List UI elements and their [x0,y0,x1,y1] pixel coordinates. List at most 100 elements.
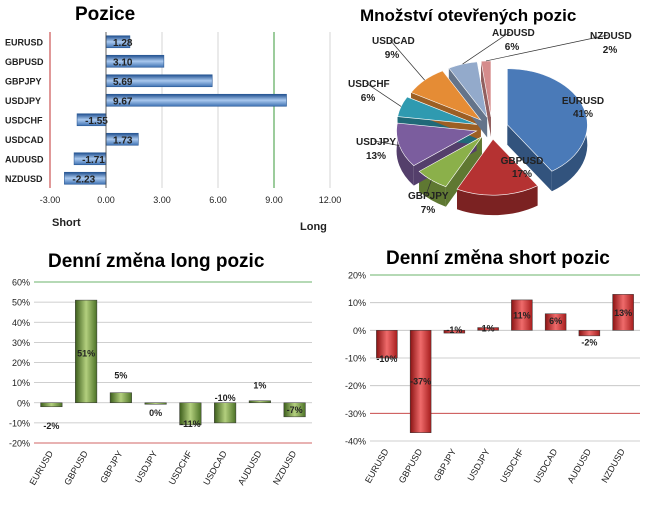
y-tick-label: -30% [345,409,366,419]
pie-slice-percent: 6% [505,42,520,53]
pie-slice-percent: 13% [366,151,386,162]
pie-slice-label: GBPJPY [408,191,449,202]
short-label: Short [52,217,81,229]
daily-long-change-panel: Denní změna long pozic 60% 50% 40% 30% 20% 10… [0,248,320,508]
y-tick-label: 20% [12,358,30,368]
y-tick-label: 0% [353,326,366,336]
bar-value-label: 1% [482,324,495,334]
y-tick-label: 60% [12,278,30,288]
bar-value-label: -7% [287,405,303,415]
bar-value-label: -37% [410,376,431,386]
long-label: Long [300,221,327,233]
pie-chart-title: Množství otevřených pozic [360,6,577,25]
category-label: AUDUSD [5,154,44,164]
bar-value-label: 5% [114,371,127,381]
bar [612,294,634,331]
bar [477,327,499,331]
bar [144,402,167,405]
y-tick-label: 10% [12,378,30,388]
category-label: USDCHF [5,115,43,125]
pie-slice [507,68,588,172]
long-change-bar-chart: 60% 50% 40% 30% 20% 10% 0% -10% -20% -2% EURUSD 51%… [9,278,312,487]
bar [214,402,237,424]
long-change-chart-title: Denní změna long pozic [48,251,265,272]
bar-value-label: 0% [149,408,162,418]
daily-short-change-panel: Denní změna short pozic 20% 10% 0% -10% -20%… [330,248,648,508]
bar-value-label: 1.28 [113,38,133,49]
y-tick-label: -20% [345,381,366,391]
bar [443,330,466,334]
bar-value-label: 5.69 [113,77,133,88]
bar [179,402,202,426]
y-tick-label: 30% [12,338,30,348]
pie-slice [397,96,477,125]
bar [376,330,398,359]
x-tick-label: 9.00 [265,195,283,205]
bar [578,330,601,337]
pie-tops: EURUSD 41% GBPUSD 17% [396,60,604,196]
x-tick-label: 6.00 [209,195,227,205]
pie-slice [456,138,539,196]
short-change-bar-chart: 20% 10% 0% -10% -20% -30% -40% -10% EURUSD -37% GB… [345,271,640,485]
pie-leader-line [485,34,609,62]
bar-value-label: 1.73 [113,135,133,146]
category-label: NZDUSD [5,174,43,184]
pie-slice-label: USDCHF [348,79,390,90]
bar-value-label: 11% [513,311,531,321]
bar [109,392,132,403]
pie-slice [396,122,478,167]
pie-slice-label: GBPUSD [501,156,544,167]
pie-slice-percent: 2% [603,45,618,56]
pie-slice [410,70,482,121]
category-label: USDJPY [5,96,41,106]
bar-value-label: 13% [614,308,632,318]
bar-value-label: -10% [376,354,397,364]
y-tick-label: 0% [17,398,30,408]
bar-value-label: -1.55 [85,116,108,127]
pie-leader-line [389,39,425,81]
category-label: NZDUSD [599,447,627,485]
pie-slice-label: NZDUSD [590,31,632,42]
category-label: GBPJPY [432,447,458,483]
category-label: GBPJPY [5,76,42,86]
category-label: GBPUSD [397,447,425,485]
category-label: GBPJPY [98,449,124,485]
category-label: EURUSD [363,447,391,485]
bar-value-label: 1% [253,381,266,391]
bar-value-label: 3.10 [113,57,133,68]
bar [40,402,63,408]
y-tick-label: 50% [12,298,30,308]
open-positions-pie-panel: Množství otevřených pozic EURUSD 41% GBPUS… [340,0,648,240]
y-tick-label: 10% [348,298,366,308]
bar-value-label: -2% [581,338,597,348]
category-label: USDCAD [532,447,560,485]
y-tick-label: 40% [12,318,30,328]
bar [409,330,432,433]
pie-slice-label: USDCAD [372,36,415,47]
pie-slice-percent: 9% [385,50,400,61]
category-label: USDJPY [133,449,159,485]
category-label: USDJPY [465,447,491,483]
category-label: USDCAD [201,449,229,487]
bar [75,299,98,403]
bar-value-label: -2% [43,421,59,431]
category-label: GBPUSD [5,57,44,67]
bar-value-label: -10% [215,393,236,403]
category-label: GBPUSD [62,449,90,487]
category-label: USDCAD [5,135,44,145]
pie-slice-percent: 7% [421,205,436,216]
pie-leader-line [462,31,511,65]
pie-leader-line [365,82,402,107]
positions-chart-panel: Pozice -3.00 0.00 3.00 6.00 9.00 12.00 EURUSD 1… [0,0,341,240]
x-tick-label: 3.00 [153,195,171,205]
category-label: USDCHF [498,447,526,485]
bar [105,93,287,107]
pie-slice-side [396,123,414,186]
y-tick-label: -40% [345,437,366,447]
pie-leader-line [425,179,432,196]
bar-value-label: 6% [549,316,562,326]
category-label: USDCHF [167,449,195,487]
positions-bar-chart: -3.00 0.00 3.00 6.00 9.00 12.00 EURUSD 1.28 GBPU… [5,32,341,233]
bar [511,299,533,331]
bar-value-label: -2.23 [72,174,95,185]
